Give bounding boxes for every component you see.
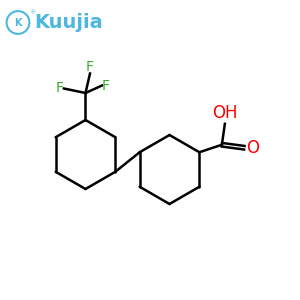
Text: F: F [102, 79, 110, 92]
Text: OH: OH [212, 104, 238, 122]
Text: ®: ® [29, 10, 36, 15]
Text: F: F [86, 59, 94, 74]
Text: K: K [14, 17, 22, 28]
Text: Kuujia: Kuujia [34, 13, 103, 32]
Text: O: O [246, 139, 259, 157]
Text: F: F [56, 82, 64, 95]
